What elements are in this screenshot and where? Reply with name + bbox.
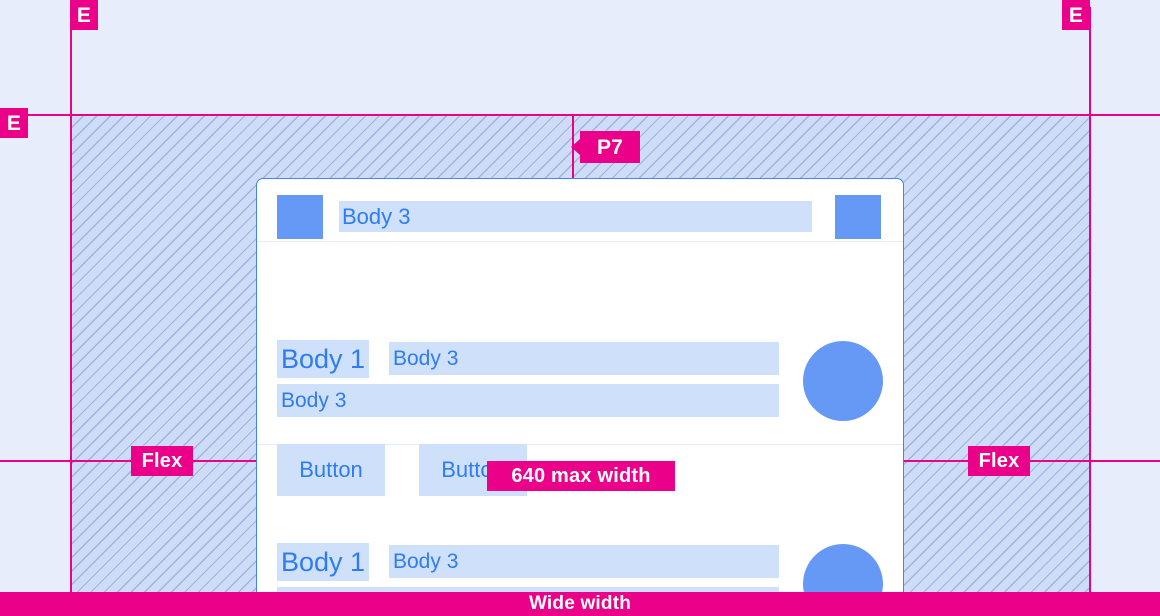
- guide-line-left-edge: [70, 7, 72, 616]
- square-icon[interactable]: [835, 195, 881, 239]
- edge-badge-top-right: E: [1062, 0, 1090, 30]
- list-item-description-text: Body 3: [281, 388, 347, 412]
- list-item-subtitle-text: Body 3: [393, 346, 459, 370]
- guide-line-top: [0, 114, 1160, 116]
- list-item-title-text: Body 1: [281, 546, 366, 577]
- list-item-subtitle: Body 3: [389, 342, 779, 375]
- card-header: Body 3: [257, 179, 903, 242]
- square-icon[interactable]: [277, 195, 323, 239]
- list-item-description: Body 3: [277, 384, 779, 417]
- list-item-actions: Button Button: [277, 444, 527, 496]
- list-item-title: Body 1: [277, 543, 370, 581]
- flex-badge-right: Flex: [968, 446, 1030, 476]
- edge-badge-top-left: E: [70, 0, 98, 30]
- list-item-title-text: Body 1: [281, 343, 366, 374]
- content-card: Body 3 Body 1 Body 3 Body 3 Button Butto…: [256, 178, 904, 593]
- primary-button[interactable]: Button: [277, 444, 385, 496]
- avatar: [803, 544, 883, 593]
- header-field-text: Body 3: [342, 203, 411, 229]
- list-item-subtitle-text: Body 3: [393, 549, 459, 573]
- flex-badge-left: Flex: [131, 446, 193, 476]
- max-width-badge: 640 max width: [487, 461, 675, 491]
- list-item[interactable]: Body 1 Body 3 Body 3 Button Button: [257, 445, 903, 593]
- wide-width-bar: Wide width: [0, 592, 1160, 616]
- list-item-subtitle: Body 3: [389, 545, 779, 578]
- avatar: [803, 341, 883, 421]
- header-search-field[interactable]: Body 3: [339, 201, 812, 232]
- guide-line-right-edge: [1089, 7, 1091, 616]
- list-item[interactable]: Body 1 Body 3 Body 3 Button Button: [257, 242, 903, 496]
- padding-badge-p7: P7: [580, 131, 640, 163]
- edge-badge-mid-left: E: [0, 108, 28, 138]
- list-item-title: Body 1: [277, 340, 370, 378]
